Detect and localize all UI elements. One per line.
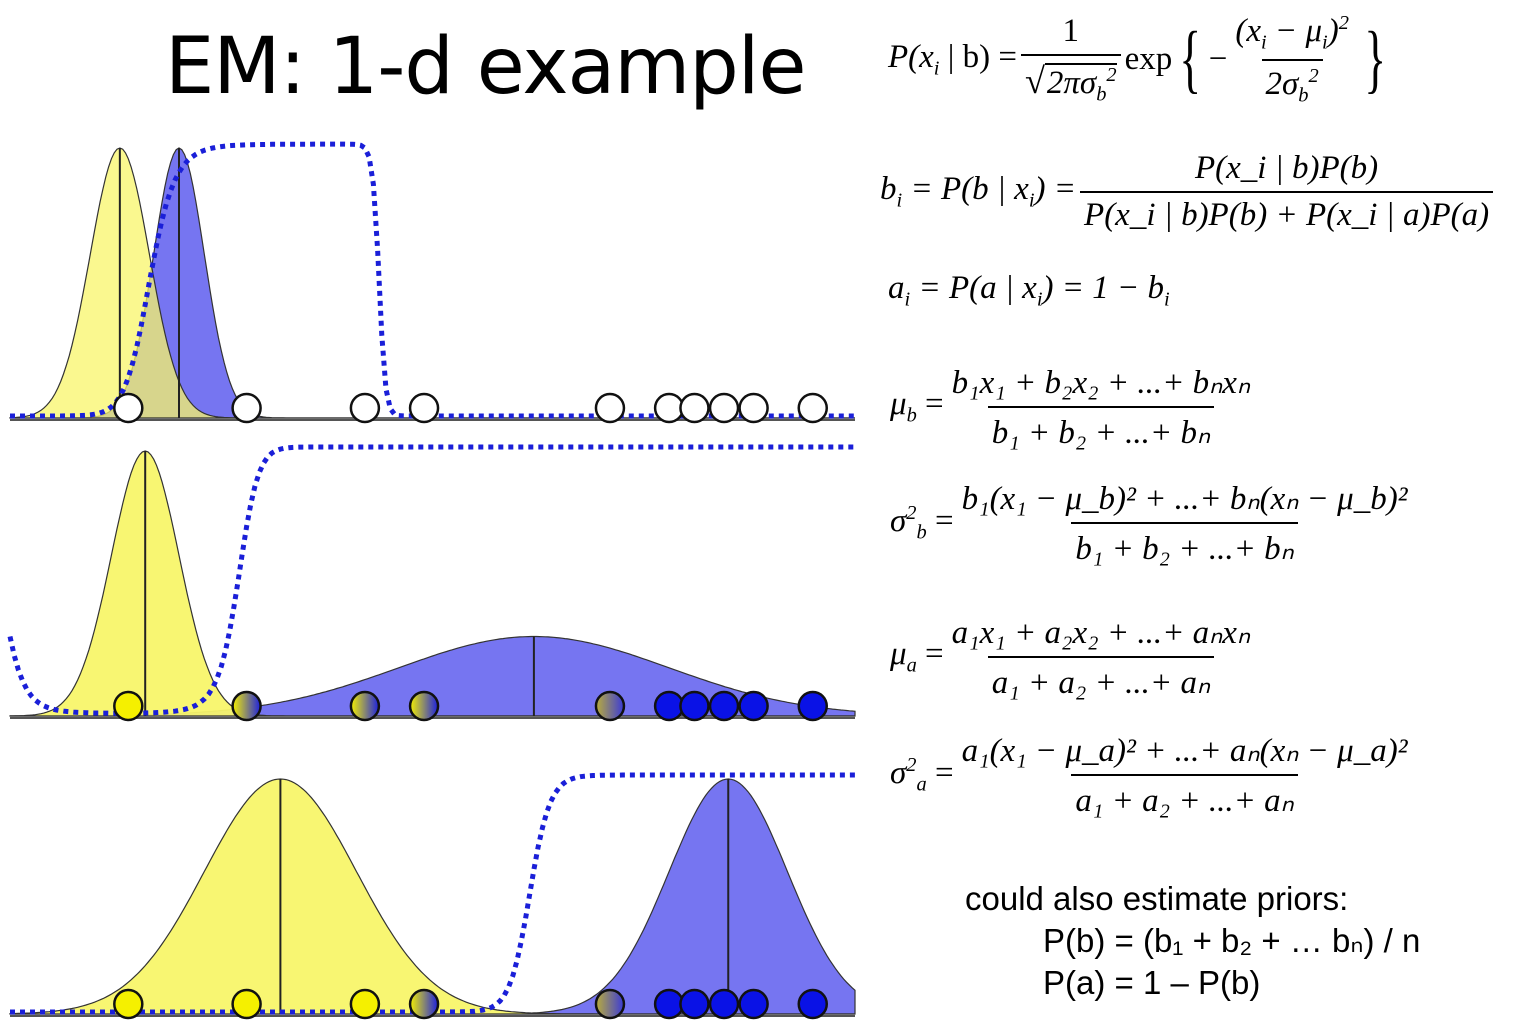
data-point xyxy=(679,690,710,722)
data-point xyxy=(113,392,144,424)
em-illustration xyxy=(7,141,856,1020)
sigma-b-equation: σ2b = b₁(x₁ − μ_b)² + ...+ bₙ(xₙ − μ_b)²… xyxy=(890,481,1408,567)
data-point xyxy=(113,690,144,722)
a-i-equation: ai = P(a | xi) = 1 − bi xyxy=(888,270,1170,311)
data-point xyxy=(349,988,381,1020)
slide-title: EM: 1-d example xyxy=(165,22,806,112)
panel-iteration-1 xyxy=(7,444,856,722)
data-point xyxy=(679,392,710,424)
data-point xyxy=(594,988,626,1020)
data-point xyxy=(738,690,769,722)
data-point xyxy=(408,988,440,1020)
posterior-curve xyxy=(7,444,855,716)
mu-a-equation: μa = a₁x₁ + a₂x₂ + ...+ aₙxₙ a₁ + a₂ + .… xyxy=(890,615,1251,701)
data-point xyxy=(797,690,828,722)
priors-heading: could also estimate priors: xyxy=(965,880,1349,917)
data-point xyxy=(797,392,828,424)
panel-converged xyxy=(9,772,856,1020)
data-point xyxy=(708,988,740,1020)
data-point xyxy=(708,392,740,424)
data-point xyxy=(653,392,685,424)
mu-b-equation: μb = b₁x₁ + b₂x₂ + ...+ bₙxₙ b₁ + b₂ + .… xyxy=(890,365,1251,451)
data-point xyxy=(708,690,740,722)
data-point xyxy=(231,392,262,424)
data-point xyxy=(594,392,626,424)
data-point xyxy=(408,392,440,424)
data-point xyxy=(408,690,440,722)
data-point xyxy=(738,988,769,1020)
data-point xyxy=(594,690,626,722)
data-point xyxy=(738,392,769,424)
data-point xyxy=(349,392,381,424)
sigma-a-equation: σ2a = a₁(x₁ − μ_a)² + ...+ aₙ(xₙ − μ_a)²… xyxy=(890,733,1408,819)
panel-initial xyxy=(9,141,855,424)
data-point xyxy=(653,690,685,722)
priors-note: could also estimate priors: P(b) = (b₁ +… xyxy=(965,878,1420,1004)
data-point xyxy=(679,988,710,1020)
prior-a-formula: P(a) = 1 – P(b) xyxy=(1043,964,1261,1001)
likelihood-equation: P(xi | b) = 1 √2πσb2 exp {− (xi − μi)2 2… xyxy=(888,12,1387,107)
data-point xyxy=(231,690,262,722)
prior-b-formula: P(b) = (b₁ + b₂ + … bₙ) / n xyxy=(1043,922,1421,959)
b-i-equation: bi = P(b | xi) = P(x_i | b)P(b) P(x_i | … xyxy=(880,150,1497,234)
yellow-gaussian xyxy=(9,147,855,419)
data-point xyxy=(797,988,828,1020)
data-point xyxy=(231,988,262,1020)
data-point xyxy=(349,690,381,722)
data-point xyxy=(653,988,685,1020)
data-point xyxy=(113,988,144,1020)
